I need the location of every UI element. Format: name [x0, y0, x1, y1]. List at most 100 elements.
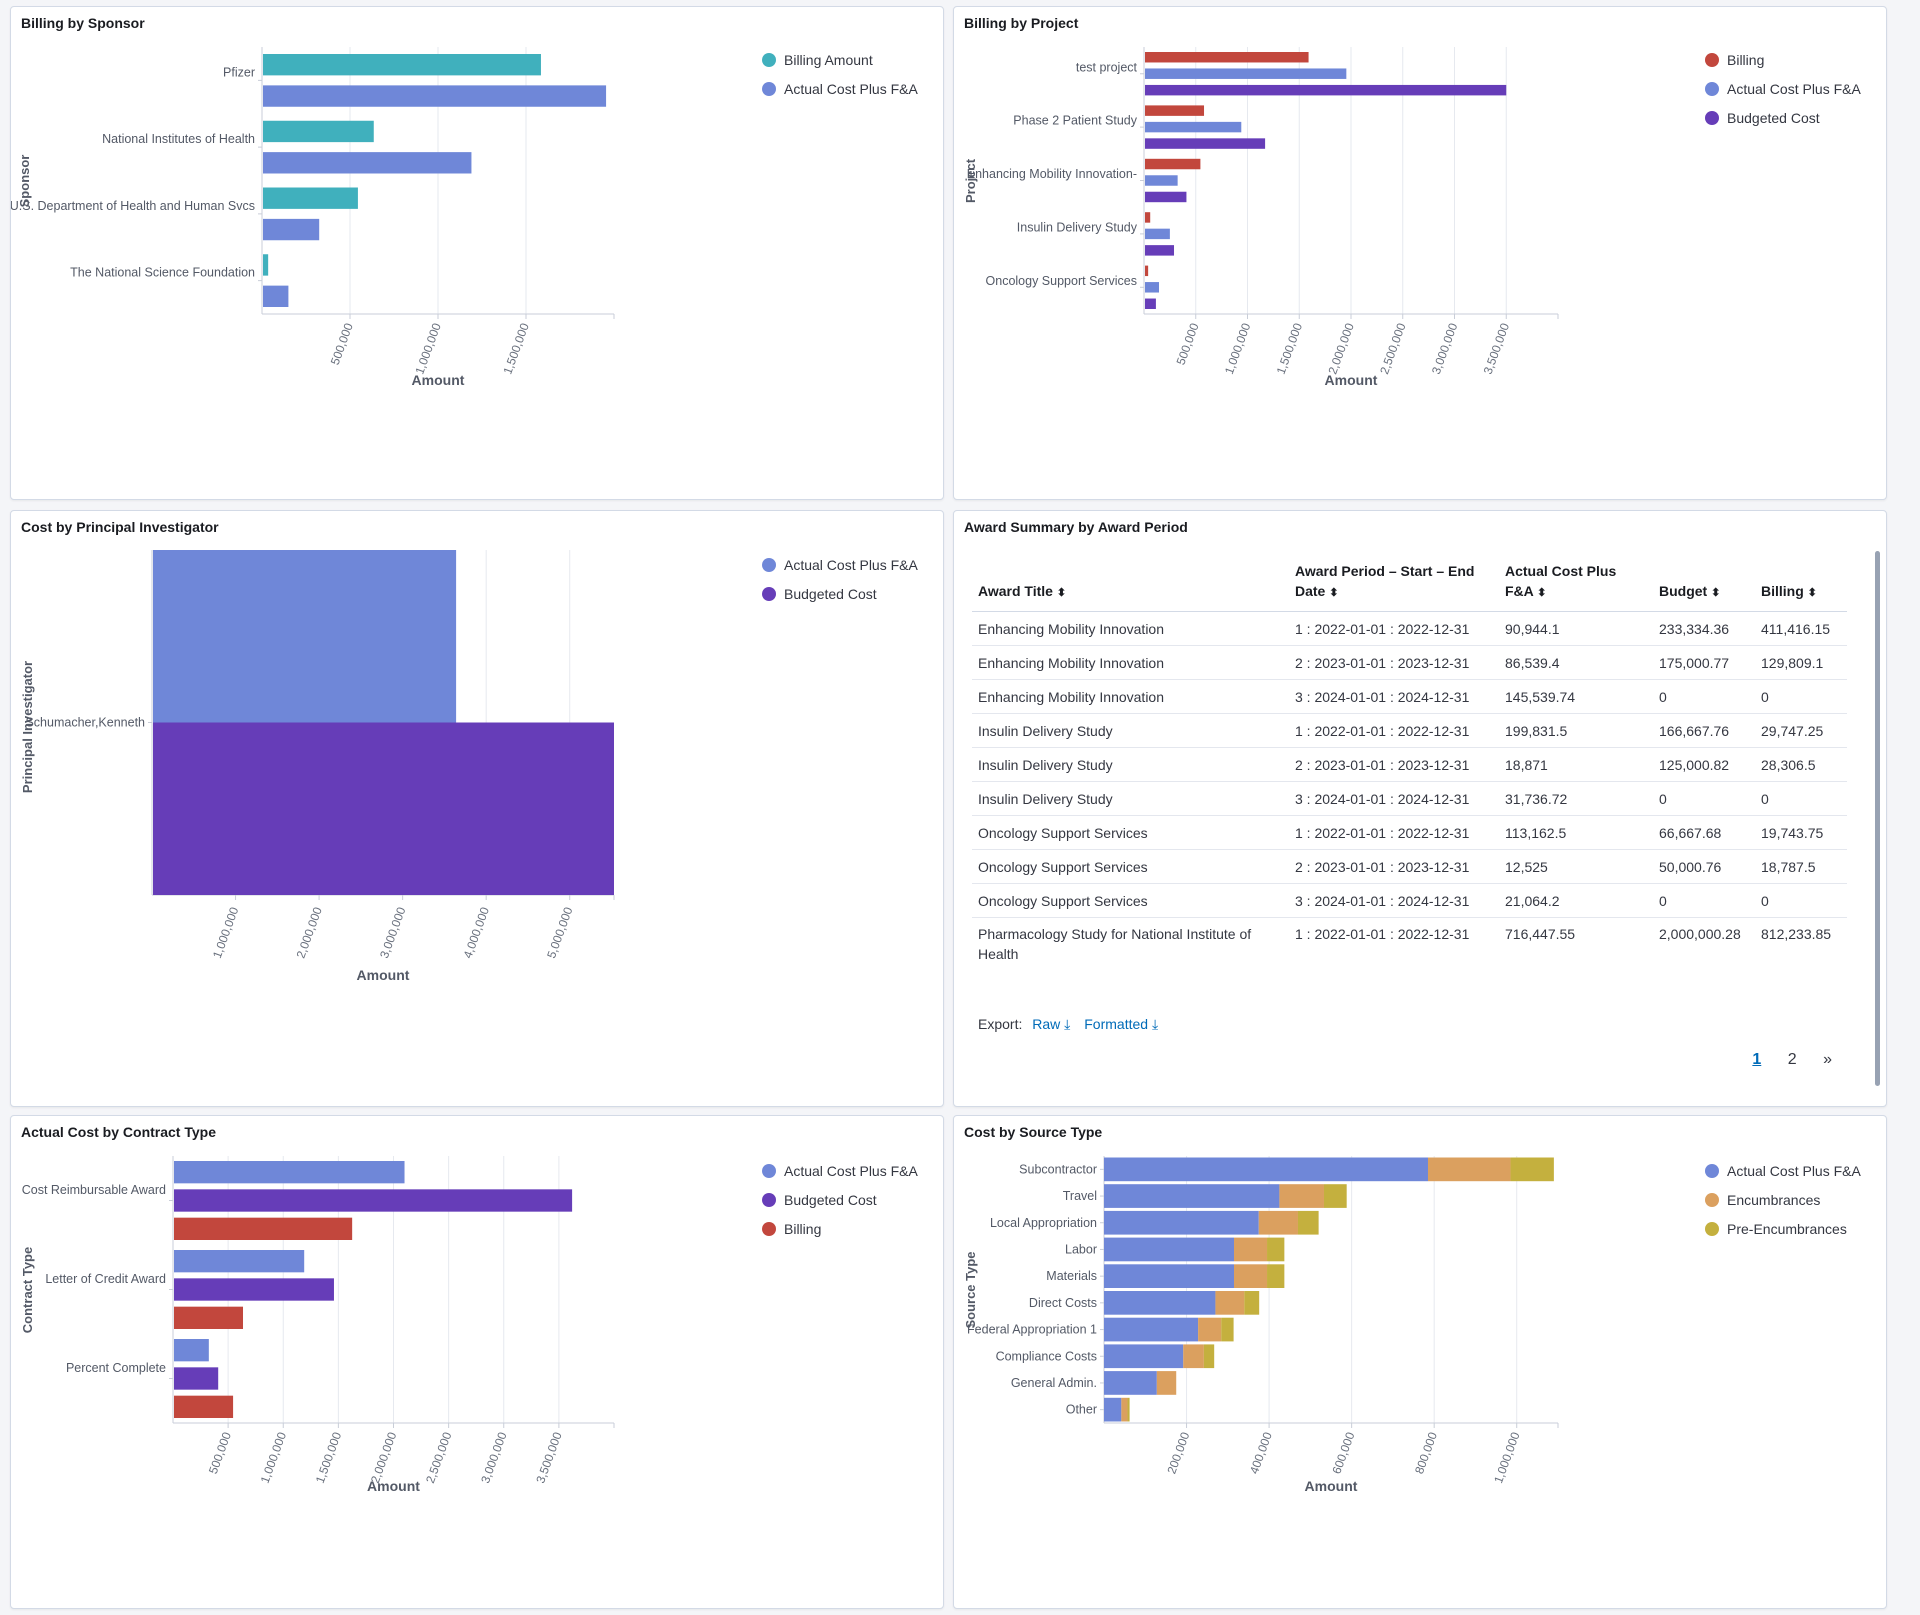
bar-billing-enhancing-mobility-innovation[interactable]: [1145, 158, 1201, 170]
bar-encumbrances-local-appropriation[interactable]: [1258, 1210, 1298, 1235]
bar-billing-oncology-support-services[interactable]: [1145, 265, 1149, 277]
bar-actual-cost-plus-f-a-schumacher-kenneth[interactable]: [153, 550, 457, 723]
bar-encumbrances-federal-appropriation-1[interactable]: [1198, 1317, 1222, 1342]
bar-actual-cost-plus-f-a-cost-reimbursable-award[interactable]: [174, 1161, 405, 1184]
legend-item-actual-cost-plus-f-a[interactable]: Actual Cost Plus F&A: [762, 74, 918, 103]
bar-budgeted-cost-enhancing-mobility-innovation[interactable]: [1145, 191, 1187, 203]
legend-item-pre-encumbrances[interactable]: Pre-Encumbrances: [1705, 1214, 1861, 1243]
bar-billing-amount-national-institutes-of-health[interactable]: [263, 120, 374, 143]
bar-budgeted-cost-percent-complete[interactable]: [174, 1367, 219, 1390]
bar-billing-phase-2-patient-study[interactable]: [1145, 105, 1205, 116]
bar-actual-cost-plus-f-a-national-institutes-of-health[interactable]: [263, 152, 472, 174]
bar-encumbrances-materials[interactable]: [1234, 1264, 1268, 1288]
bar-billing-test-project[interactable]: [1145, 52, 1309, 63]
table-cell: 86,539.4: [1499, 645, 1653, 680]
legend-item-budgeted-cost[interactable]: Budgeted Cost: [1705, 103, 1861, 132]
bar-billing-percent-complete[interactable]: [174, 1395, 234, 1418]
bar-actual-cost-plus-f-a-general-admin[interactable]: [1104, 1371, 1157, 1395]
bar-actual-cost-plus-f-a-oncology-support-services[interactable]: [1145, 282, 1160, 293]
legend-item-actual-cost-plus-f-a[interactable]: Actual Cost Plus F&A: [1705, 74, 1861, 103]
bar-pre-encumbrances-materials[interactable]: [1267, 1264, 1285, 1288]
bar-actual-cost-plus-f-a-direct-costs[interactable]: [1104, 1291, 1216, 1315]
bar-budgeted-cost-test-project[interactable]: [1145, 84, 1507, 96]
next-page-button[interactable]: »: [1823, 1051, 1832, 1068]
bar-encumbrances-other[interactable]: [1121, 1397, 1128, 1422]
legend-swatch: [762, 1221, 776, 1236]
table-scrollbar[interactable]: [1875, 551, 1880, 1086]
bar-actual-cost-plus-f-a-pfizer[interactable]: [263, 85, 607, 107]
table-cell: 0: [1755, 781, 1847, 816]
bar-pre-encumbrances-other[interactable]: [1127, 1397, 1130, 1422]
bar-actual-cost-plus-f-a-insulin-delivery-study[interactable]: [1145, 228, 1170, 240]
sort-icon[interactable]: ⬍: [1056, 587, 1067, 599]
bar-billing-amount-u-s-department-of-health-and-human-svcs[interactable]: [263, 187, 358, 209]
sort-icon[interactable]: ⬍: [1329, 587, 1339, 599]
bar-billing-letter-of-credit-award[interactable]: [174, 1306, 244, 1329]
bar-actual-cost-plus-f-a-percent-complete[interactable]: [174, 1339, 209, 1362]
bar-actual-cost-plus-f-a-phase-2-patient-study[interactable]: [1145, 121, 1242, 133]
bar-pre-encumbrances-federal-appropriation-1[interactable]: [1221, 1317, 1234, 1342]
table-row: Oncology Support Services 2 : 2023-01-01 …: [972, 849, 1847, 884]
bar-encumbrances-travel[interactable]: [1279, 1184, 1324, 1208]
export-raw-link[interactable]: Raw ⤓: [1032, 1016, 1071, 1032]
legend-item-billing[interactable]: Billing: [762, 1214, 918, 1243]
legend-item-billing-amount[interactable]: Billing Amount: [762, 45, 918, 74]
bar-actual-cost-plus-f-a-materials[interactable]: [1104, 1264, 1235, 1288]
bar-pre-encumbrances-subcontractor[interactable]: [1510, 1157, 1554, 1182]
bar-actual-cost-plus-f-a-the-national-science-foundation[interactable]: [263, 285, 289, 307]
bar-actual-cost-plus-f-a-federal-appropriation-1[interactable]: [1104, 1317, 1199, 1342]
table-cell: 28,306.5: [1755, 747, 1847, 782]
bar-pre-encumbrances-compliance-costs[interactable]: [1203, 1344, 1215, 1369]
legend-item-budgeted-cost[interactable]: Budgeted Cost: [762, 579, 918, 608]
legend-item-billing[interactable]: Billing: [1705, 45, 1861, 74]
bar-actual-cost-plus-f-a-enhancing-mobility-innovation[interactable]: [1145, 175, 1178, 186]
bar-pre-encumbrances-local-appropriation[interactable]: [1297, 1210, 1319, 1235]
bar-billing-amount-the-national-science-foundation[interactable]: [263, 254, 269, 276]
bar-billing-cost-reimbursable-award[interactable]: [174, 1217, 353, 1240]
bar-budgeted-cost-cost-reimbursable-award[interactable]: [174, 1189, 573, 1212]
bar-actual-cost-plus-f-a-subcontractor[interactable]: [1104, 1157, 1428, 1182]
sort-icon[interactable]: ⬍: [1537, 587, 1547, 599]
legend-item-actual-cost-plus-f-a[interactable]: Actual Cost Plus F&A: [762, 1156, 918, 1185]
bar-billing-amount-pfizer[interactable]: [263, 54, 541, 76]
bar-actual-cost-plus-f-a-other[interactable]: [1104, 1397, 1122, 1422]
legend-item-actual-cost-plus-f-a[interactable]: Actual Cost Plus F&A: [1705, 1156, 1861, 1185]
page-2-link[interactable]: 2: [1787, 1051, 1797, 1068]
bar-encumbrances-direct-costs[interactable]: [1215, 1291, 1245, 1315]
bar-actual-cost-plus-f-a-travel[interactable]: [1104, 1184, 1280, 1208]
bar-budgeted-cost-insulin-delivery-study[interactable]: [1145, 245, 1175, 256]
legend-item-encumbrances[interactable]: Encumbrances: [1705, 1185, 1861, 1214]
y-axis-title: Source Type: [963, 1251, 978, 1328]
bar-encumbrances-labor[interactable]: [1234, 1237, 1268, 1262]
bar-actual-cost-plus-f-a-local-appropriation[interactable]: [1104, 1210, 1259, 1235]
bar-actual-cost-plus-f-a-compliance-costs[interactable]: [1104, 1344, 1184, 1369]
column-header-billing[interactable]: Billing ⬍: [1755, 557, 1847, 612]
bar-encumbrances-compliance-costs[interactable]: [1183, 1344, 1204, 1369]
bar-budgeted-cost-oncology-support-services[interactable]: [1145, 298, 1156, 309]
legend-swatch: [1705, 52, 1719, 67]
bar-actual-cost-plus-f-a-labor[interactable]: [1104, 1237, 1235, 1262]
bar-actual-cost-plus-f-a-u-s-department-of-health-and-human-svcs[interactable]: [263, 218, 320, 241]
bar-pre-encumbrances-direct-costs[interactable]: [1244, 1291, 1260, 1315]
bar-pre-encumbrances-labor[interactable]: [1267, 1237, 1285, 1262]
legend-label: Actual Cost Plus F&A: [784, 80, 918, 97]
bar-actual-cost-plus-f-a-letter-of-credit-award[interactable]: [174, 1250, 305, 1273]
sort-icon[interactable]: ⬍: [1807, 587, 1817, 599]
column-header-award-title[interactable]: Award Title ⬍: [972, 557, 1289, 612]
bar-pre-encumbrances-travel[interactable]: [1323, 1184, 1347, 1208]
export-formatted-link[interactable]: Formatted ⤓: [1084, 1016, 1159, 1032]
bar-budgeted-cost-schumacher-kenneth[interactable]: [153, 722, 614, 896]
sort-icon[interactable]: ⬍: [1711, 587, 1721, 599]
bar-encumbrances-subcontractor[interactable]: [1427, 1157, 1511, 1182]
column-header-actual-cost[interactable]: Actual Cost Plus F&A ⬍: [1499, 557, 1653, 612]
bar-budgeted-cost-letter-of-credit-award[interactable]: [174, 1278, 334, 1301]
legend-item-budgeted-cost[interactable]: Budgeted Cost: [762, 1185, 918, 1214]
column-header-award-period[interactable]: Award Period – Start – End Date ⬍: [1289, 557, 1499, 612]
page-1-link[interactable]: 1: [1752, 1051, 1762, 1068]
bar-actual-cost-plus-f-a-test-project[interactable]: [1145, 68, 1347, 79]
bar-encumbrances-general-admin[interactable]: [1156, 1371, 1177, 1395]
legend-item-actual-cost-plus-f-a[interactable]: Actual Cost Plus F&A: [762, 550, 918, 579]
column-header-budget[interactable]: Budget ⬍: [1653, 557, 1755, 612]
bar-budgeted-cost-phase-2-patient-study[interactable]: [1145, 138, 1266, 149]
bar-billing-insulin-delivery-study[interactable]: [1145, 212, 1151, 223]
